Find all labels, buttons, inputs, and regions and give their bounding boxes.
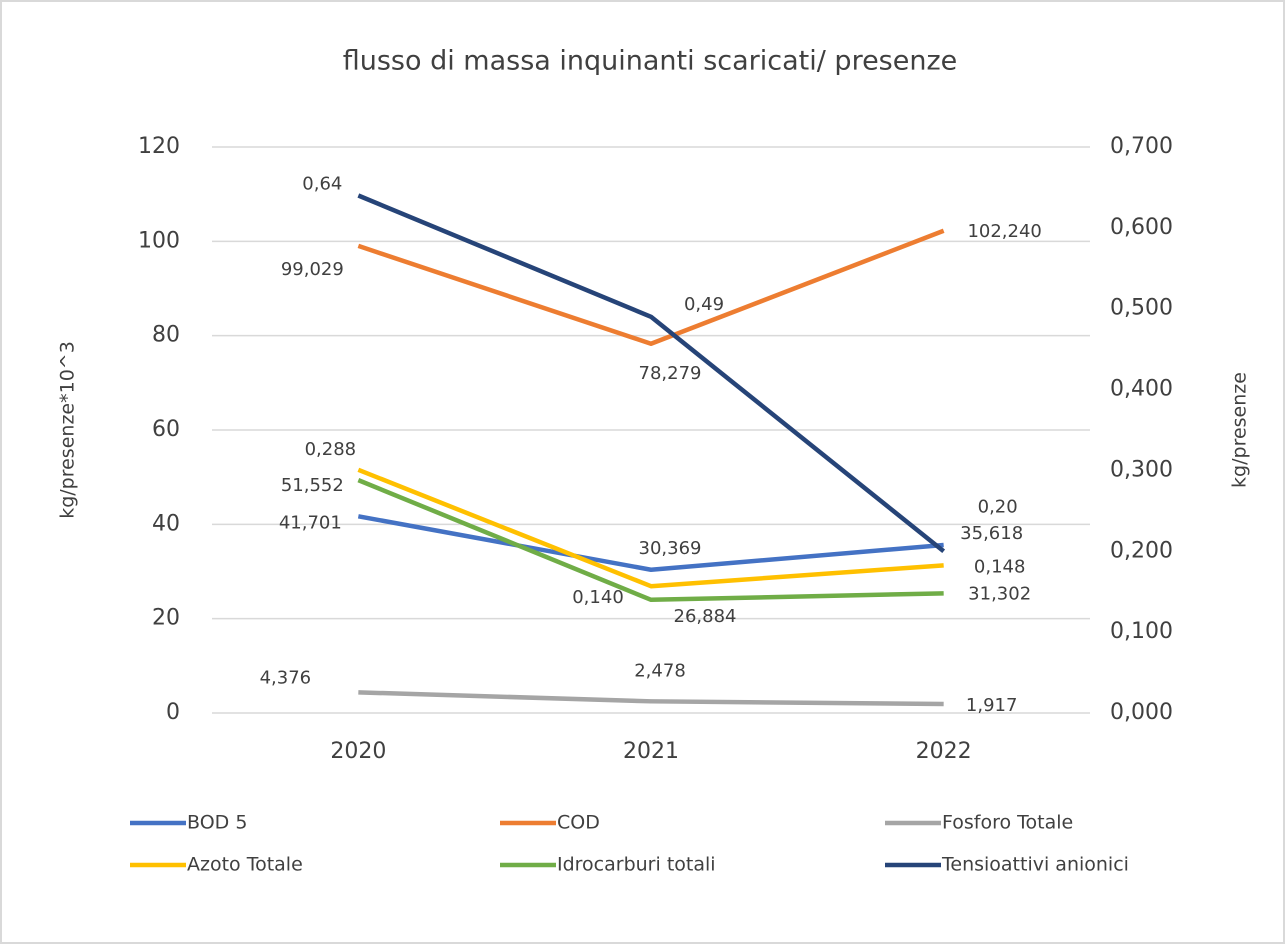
series-line — [357, 514, 944, 573]
data-label: 99,029 — [281, 259, 344, 280]
y-tick-label: 20 — [152, 606, 180, 631]
data-label: 0,20 — [978, 496, 1018, 517]
y-tick-label: 40 — [152, 511, 180, 536]
y2-tick-label: 0,400 — [1110, 377, 1173, 402]
chart-title: flusso di massa inquinanti scaricati/ pr… — [343, 46, 958, 77]
series-line — [358, 690, 944, 707]
data-label: 30,369 — [639, 538, 702, 559]
data-label: 31,302 — [968, 583, 1031, 604]
y2-tick-label: 0,100 — [1110, 619, 1173, 644]
series-line — [357, 467, 944, 589]
x-tick-label: 2020 — [330, 739, 386, 764]
y2-tick-label: 0,300 — [1110, 457, 1173, 482]
y2-tick-label: 0,000 — [1110, 700, 1173, 725]
series-line — [357, 478, 944, 603]
y-axis-title: kg/presenze*10^3 — [57, 341, 79, 519]
data-label: 0,148 — [974, 556, 1026, 577]
y2-tick-label: 0,200 — [1110, 538, 1173, 563]
data-label: 0,64 — [302, 174, 342, 195]
data-label: 41,701 — [279, 512, 342, 533]
legend-label: Idrocarburi totali — [557, 854, 716, 876]
legend-label: Azoto Totale — [187, 854, 303, 876]
y2-tick-label: 0,700 — [1110, 134, 1173, 159]
data-label: 26,884 — [674, 606, 737, 627]
y2-tick-label: 0,600 — [1110, 215, 1173, 240]
data-label: 35,618 — [960, 523, 1023, 544]
y-tick-label: 120 — [138, 134, 180, 159]
y2-axis-title: kg/presenze — [1229, 372, 1251, 488]
data-label: 2,478 — [634, 660, 686, 681]
data-label: 1,917 — [966, 695, 1018, 716]
series-line — [357, 228, 945, 347]
data-label: 0,140 — [572, 587, 624, 608]
y-tick-label: 100 — [138, 228, 180, 253]
legend-label: Tensioattivi anionici — [941, 854, 1129, 876]
data-label: 78,279 — [639, 363, 702, 384]
legend-label: Fosforo Totale — [942, 812, 1073, 834]
y-tick-label: 60 — [152, 417, 180, 442]
data-label: 0,288 — [305, 439, 357, 460]
data-label: 4,376 — [260, 667, 312, 688]
y2-tick-label: 0,500 — [1110, 296, 1173, 321]
y-tick-label: 0 — [166, 700, 180, 725]
series-line — [357, 193, 946, 554]
y-tick-label: 80 — [152, 323, 180, 348]
legend-label: BOD 5 — [187, 812, 247, 834]
data-label: 0,49 — [684, 294, 724, 315]
x-tick-label: 2022 — [916, 739, 972, 764]
legend-label: COD — [557, 812, 600, 834]
x-tick-label: 2021 — [623, 739, 679, 764]
data-label: 51,552 — [281, 475, 344, 496]
data-label: 102,240 — [967, 221, 1041, 242]
